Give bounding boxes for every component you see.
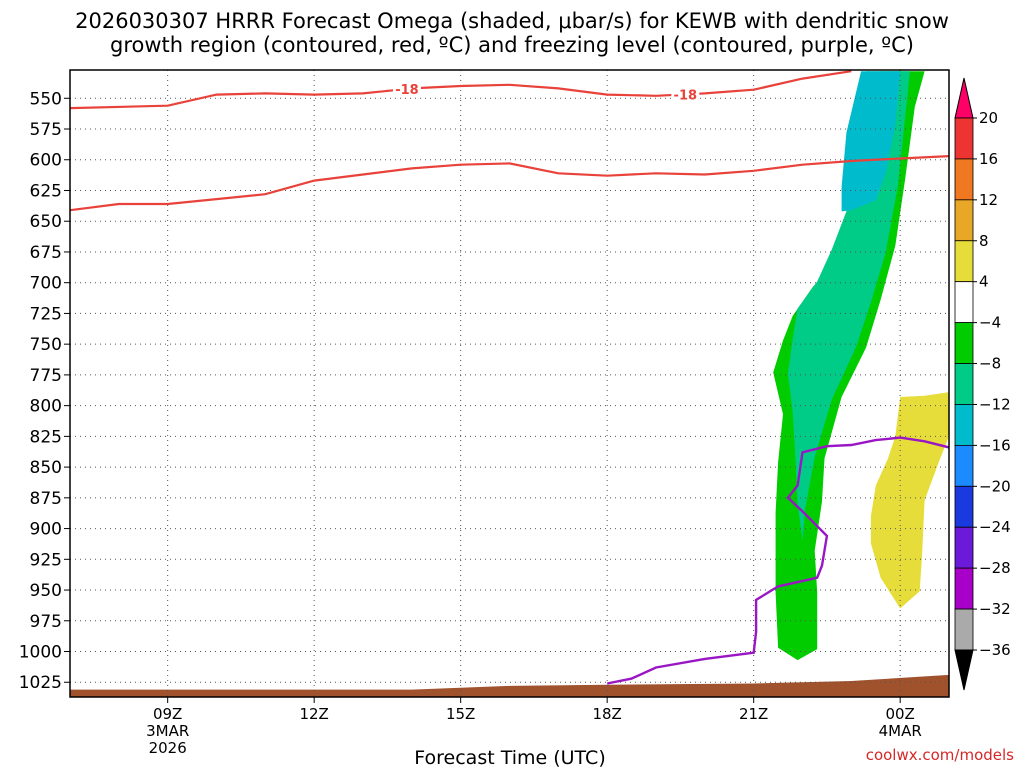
y-axis: 550 575 600 625 650 675 700 725 750 775 800 825 850 8… — [19, 89, 70, 693]
colorbar-bin-5 — [954, 322, 974, 364]
x-tick-label-18-0: 18Z — [592, 705, 621, 723]
colorbar-bin-10 — [954, 526, 974, 569]
y-tick-label-675: 675 — [30, 243, 62, 263]
colorbar-bin-11 — [954, 567, 974, 610]
colorbar-bin-12 — [954, 608, 974, 651]
colorbar-bin-8 — [954, 444, 974, 487]
contour-label-0: -18 — [395, 83, 419, 98]
colorbar-label-4: 4 — [979, 273, 989, 291]
title-line-2: growth region (contoured, red, ºC) and f… — [110, 33, 914, 57]
y-tick-label-750: 750 — [30, 335, 62, 355]
y-tick-label-700: 700 — [30, 274, 62, 294]
y-tick-label-1025: 1025 — [19, 673, 62, 693]
title: 2026030307 HRRR Forecast Omega (shaded, … — [75, 9, 949, 57]
plot-frame — [69, 69, 950, 698]
y-tick-label-575: 575 — [30, 120, 62, 140]
colorbar-label-6: −8 — [979, 355, 1001, 373]
contour-label-bg-0 — [392, 80, 421, 96]
x-tick-label-9-0: 09Z — [153, 705, 182, 723]
contour-label-1: -18 — [674, 88, 698, 103]
y-tick-label-775: 775 — [30, 366, 62, 386]
omega-shade-2 — [826, 71, 901, 212]
colorbar-bottom-arrow — [954, 649, 974, 691]
x-tick-label-9-1: 3MAR — [146, 722, 189, 740]
colorbar-label-1: 16 — [979, 150, 998, 168]
y-tick-label-975: 975 — [30, 612, 62, 632]
y-tick-label-850: 850 — [30, 458, 62, 478]
y-tick-label-925: 925 — [30, 550, 62, 570]
y-tick-label-800: 800 — [30, 397, 62, 417]
colorbar-label-8: −16 — [979, 436, 1011, 454]
credit-text: coolwx.com/models — [866, 746, 1014, 764]
colorbar-label-10: −24 — [979, 518, 1011, 536]
terrain-fill — [70, 674, 949, 697]
title-line-1: 2026030307 HRRR Forecast Omega (shaded, … — [75, 9, 949, 33]
x-tick-label-24-0: 00Z — [885, 705, 914, 723]
x-tick-label-15-0: 15Z — [446, 705, 475, 723]
y-tick-label-950: 950 — [30, 581, 62, 601]
x-tick-label-24-1: 4MAR — [879, 722, 922, 740]
y-tick-label-900: 900 — [30, 520, 62, 540]
colorbar-bin-9 — [954, 485, 974, 528]
freezing-level-contour — [606, 436, 949, 685]
y-tick-label-1000: 1000 — [19, 643, 62, 663]
colorbar-label-9: −20 — [979, 477, 1011, 495]
colorbar-bin-6 — [954, 363, 974, 405]
colorbar-bin-3 — [954, 240, 974, 283]
omega-shade-3 — [870, 392, 949, 609]
dgz-contour-0 — [70, 70, 852, 110]
dgz-contour-1 — [70, 155, 949, 212]
colorbar-label-13: −36 — [979, 641, 1011, 659]
y-tick-label-600: 600 — [30, 151, 62, 171]
x-tick-label-9-2: 2026 — [149, 739, 187, 757]
colorbar-label-3: 8 — [979, 232, 989, 250]
colorbar-bin-2 — [954, 199, 974, 242]
y-tick-label-650: 650 — [30, 212, 62, 232]
colorbar-bin-7 — [954, 404, 974, 446]
y-tick-label-725: 725 — [30, 304, 62, 324]
colorbar-label-11: −28 — [979, 559, 1011, 577]
y-tick-label-825: 825 — [30, 427, 62, 447]
x-tick-label-21-0: 21Z — [739, 705, 768, 723]
y-tick-label-625: 625 — [30, 181, 62, 201]
colorbar-top-arrow — [954, 77, 974, 119]
colorbar-label-0: 20 — [979, 109, 998, 127]
x-axis-label: Forecast Time (UTC) — [414, 747, 605, 768]
colorbar-bin-1 — [954, 158, 974, 201]
colorbar: 20 16 12 8 4 −4 −8 −12 −16 −20 −24 −28 −32 −36 — [954, 77, 1011, 691]
y-tick-label-875: 875 — [30, 489, 62, 509]
colorbar-bin-0 — [954, 117, 974, 160]
x-tick-label-12-0: 12Z — [299, 705, 328, 723]
colorbar-label-7: −12 — [979, 395, 1011, 413]
plot-area: -18 -18 — [70, 70, 949, 697]
colorbar-label-5: −4 — [979, 314, 1001, 332]
colorbar-label-2: 12 — [979, 191, 998, 209]
y-tick-label-550: 550 — [30, 89, 62, 109]
colorbar-bin-4 — [954, 281, 974, 324]
contour-label-bg-1 — [671, 86, 700, 102]
colorbar-label-12: −32 — [979, 600, 1011, 618]
